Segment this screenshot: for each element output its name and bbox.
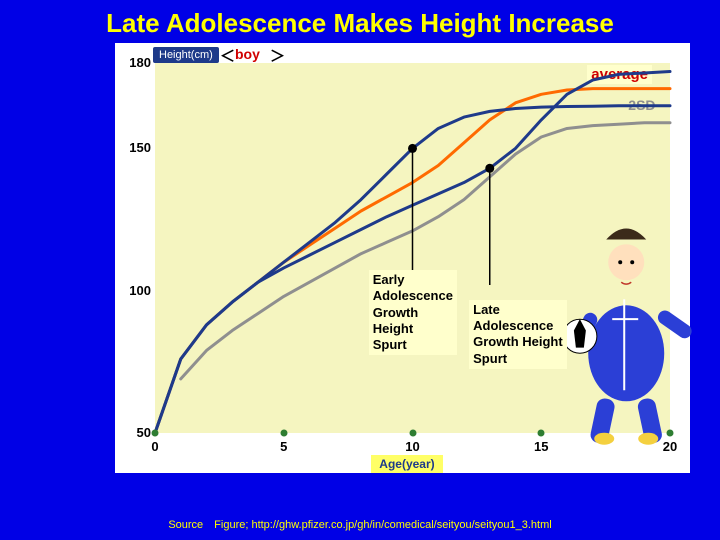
- x-tick-label: 0: [151, 439, 158, 454]
- page-title: Late Adolescence Makes Height Increase: [0, 0, 720, 43]
- growth-chart: Height(cm) ＜ boy ＞ average -2SD EarlyAdo…: [115, 43, 690, 473]
- x-axis-title: Age(year): [371, 455, 442, 473]
- x-tick-dot: [280, 430, 287, 437]
- y-tick-label: 150: [117, 140, 151, 155]
- y-tick-label: 100: [117, 283, 151, 298]
- x-tick-label: 10: [405, 439, 419, 454]
- boy-label: boy: [235, 46, 260, 62]
- curves-svg: [155, 63, 670, 433]
- source-text: Source Figure; http://ghw.pfizer.co.jp/g…: [0, 516, 720, 532]
- x-tick-label: 15: [534, 439, 548, 454]
- y-tick-label: 180: [117, 55, 151, 70]
- plot-area: average -2SD EarlyAdolescenceGrowthHeigh…: [155, 63, 670, 433]
- x-tick-dot: [538, 430, 545, 437]
- y-tick-label: 50: [117, 425, 151, 440]
- x-tick-dot: [152, 430, 159, 437]
- x-tick-dot: [667, 430, 674, 437]
- late-textbox: LateAdolescenceGrowth HeightSpurt: [469, 300, 567, 369]
- early-textbox: EarlyAdolescenceGrowthHeightSpurt: [369, 270, 457, 355]
- x-tick-label: 20: [663, 439, 677, 454]
- y-axis-title: Height(cm): [153, 47, 219, 63]
- x-tick-label: 5: [280, 439, 287, 454]
- x-tick-dot: [409, 430, 416, 437]
- boy-illustration: [563, 228, 694, 444]
